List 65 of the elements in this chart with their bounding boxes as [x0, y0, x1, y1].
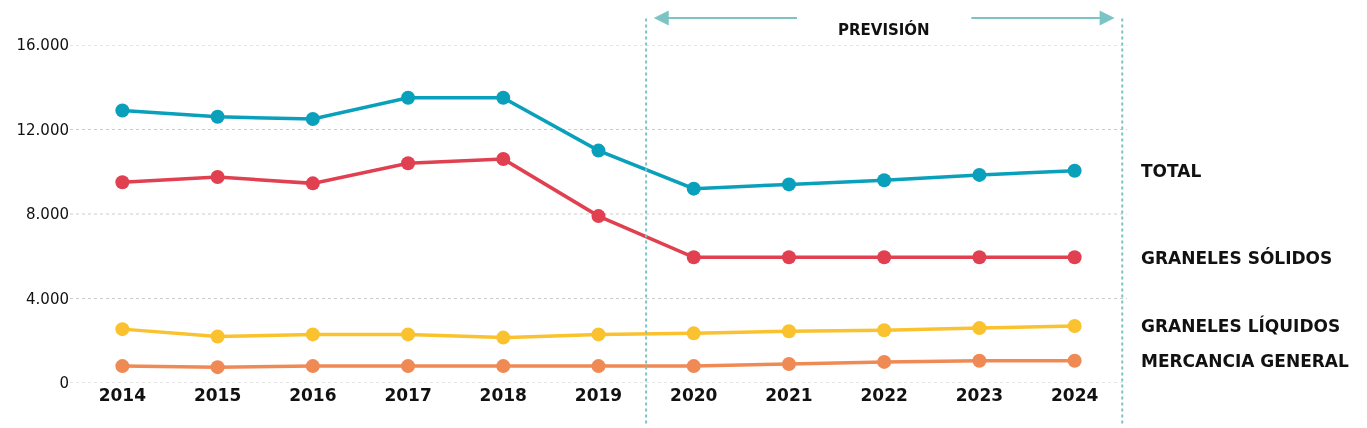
x-tick-label: 2018	[479, 385, 527, 405]
point	[401, 327, 416, 342]
text: PREVISIÓN	[838, 20, 930, 39]
point	[305, 327, 320, 342]
y-tick-label: 16.000	[16, 36, 69, 55]
point	[686, 359, 701, 374]
x-tick-label: 2014	[98, 385, 147, 405]
point	[210, 109, 225, 124]
text: GRANELES SÓLIDOS	[1141, 247, 1333, 268]
point	[305, 111, 320, 126]
point	[401, 156, 416, 171]
x-tick-label: 2016	[289, 385, 337, 405]
point	[210, 170, 225, 185]
point	[591, 209, 606, 224]
y-tick-label: 8.000	[26, 205, 69, 224]
point	[496, 152, 511, 167]
x-tick-label: 2024	[1050, 385, 1099, 405]
point	[305, 176, 320, 191]
point	[115, 175, 130, 190]
point	[1067, 353, 1082, 368]
point	[877, 250, 892, 265]
y-tick-label: 4.000	[26, 289, 69, 308]
point	[781, 324, 796, 339]
point	[591, 143, 606, 158]
point	[686, 250, 701, 265]
point	[210, 360, 225, 375]
point	[496, 359, 511, 374]
point	[591, 359, 606, 374]
x-tick-label: 2023	[955, 385, 1004, 405]
point	[686, 181, 701, 196]
point	[781, 356, 796, 371]
point	[877, 323, 892, 338]
point	[305, 359, 320, 374]
point	[972, 321, 987, 336]
point	[591, 327, 606, 342]
x-tick-label: 2021	[765, 385, 813, 405]
x-tick-label: 2019	[574, 385, 623, 405]
point	[496, 90, 511, 105]
point	[1067, 163, 1082, 178]
point	[496, 330, 511, 345]
y-tick-label: 12.000	[16, 120, 69, 139]
point	[877, 173, 892, 188]
point	[972, 167, 987, 182]
point	[686, 326, 701, 341]
point	[972, 250, 987, 265]
y-tick-label: 0	[59, 374, 69, 393]
point	[115, 103, 130, 118]
point	[781, 177, 796, 192]
x-tick-label: 2017	[384, 385, 432, 405]
point	[401, 359, 416, 374]
point	[1067, 318, 1082, 333]
point	[115, 359, 130, 374]
text: GRANELES LÍQUIDOS	[1141, 315, 1341, 336]
point	[401, 90, 416, 105]
point	[972, 353, 987, 368]
point	[877, 354, 892, 369]
x-tick-label: 2015	[193, 385, 242, 405]
text: MERCANCIA GENERAL	[1141, 351, 1350, 371]
text: TOTAL	[1141, 161, 1202, 181]
x-tick-label: 2022	[860, 385, 908, 405]
point	[1067, 250, 1082, 265]
point	[115, 322, 130, 337]
x-tick-label: 2020	[670, 385, 718, 405]
point	[210, 329, 225, 344]
point	[781, 250, 796, 265]
